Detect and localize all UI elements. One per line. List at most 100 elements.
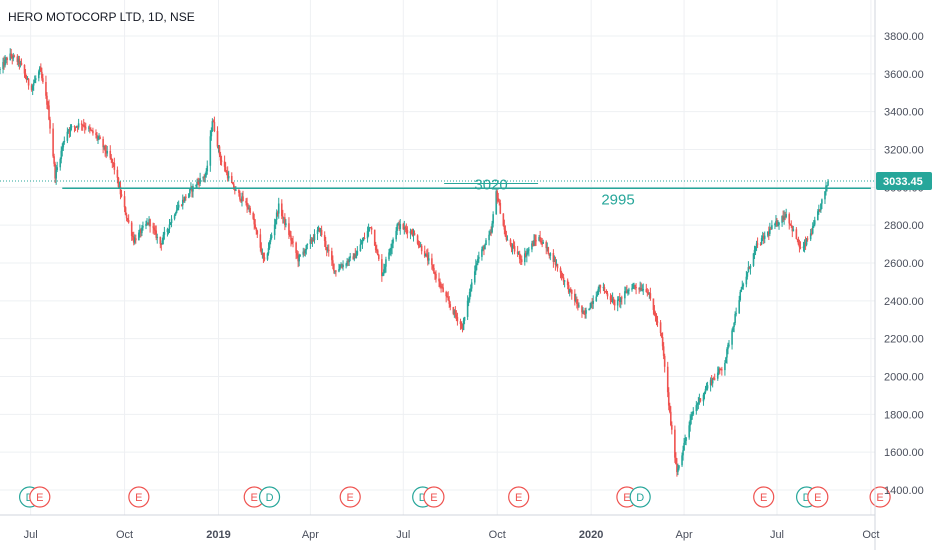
candle-body [219, 154, 222, 161]
candle-body [631, 288, 633, 290]
earnings-marker[interactable]: E [128, 486, 150, 508]
candle [566, 278, 569, 290]
candle-body [231, 182, 234, 185]
candle [5, 56, 7, 64]
candle [391, 239, 393, 255]
candle [112, 162, 115, 168]
candle-body [635, 287, 637, 289]
candle-body [90, 128, 92, 131]
candle [169, 222, 172, 226]
candle [797, 236, 800, 246]
price-axis[interactable]: 3800.003600.003400.003200.003000.002800.… [874, 0, 924, 550]
candle [631, 283, 633, 292]
candle [73, 125, 76, 133]
candle [659, 319, 662, 337]
candle-body [152, 226, 154, 228]
candle [263, 252, 266, 262]
y-tick-label: 2800.00 [884, 220, 924, 232]
candle-body [645, 289, 648, 293]
candle-body [783, 216, 785, 220]
candle [242, 190, 244, 202]
candle-body [625, 291, 627, 293]
candle [492, 211, 494, 228]
earnings-marker[interactable]: E [339, 486, 361, 508]
candle-body [532, 243, 534, 246]
candle-body [169, 223, 172, 225]
candle [304, 248, 307, 257]
candle [667, 387, 670, 411]
candle-body [678, 465, 680, 469]
time-axis[interactable]: Jul Oct 2019 Apr Jul Oct 2020 Apr Jul Oct [0, 514, 879, 541]
candle-body [490, 232, 492, 234]
candle [284, 213, 286, 231]
candle [219, 151, 222, 166]
candle-body [176, 207, 179, 211]
candle [70, 124, 73, 131]
candle-body [239, 192, 241, 200]
candle [11, 54, 14, 65]
candle-body [749, 265, 752, 269]
candle [47, 101, 49, 110]
marker-label: E [251, 492, 258, 504]
candle-body [367, 228, 370, 232]
candle-body [438, 278, 440, 282]
earnings-marker[interactable]: E [29, 486, 51, 508]
earnings-marker[interactable]: E [807, 486, 829, 508]
candle-body [61, 147, 64, 151]
candle [518, 250, 521, 264]
y-tick-label: 2000.00 [884, 372, 924, 384]
candle [4, 55, 6, 68]
candle-body [166, 229, 169, 232]
candle-body [511, 245, 514, 249]
candle [82, 118, 85, 128]
candle [105, 144, 107, 159]
candle [510, 242, 513, 253]
candle-body [491, 223, 493, 233]
candle [617, 296, 620, 301]
candle [75, 125, 78, 128]
candle [449, 301, 452, 311]
candle [438, 272, 440, 288]
earnings-marker[interactable]: E [508, 486, 530, 508]
candle-body [810, 233, 813, 235]
candle-body [513, 246, 516, 252]
candle-body [639, 287, 641, 290]
candle [546, 242, 549, 252]
horizontal-lines: 2995 3020 [62, 177, 871, 208]
candle-body [323, 235, 326, 241]
candle [277, 197, 280, 219]
candle [490, 226, 492, 237]
candle-body [775, 220, 777, 224]
candle-body [355, 254, 358, 259]
candle [671, 421, 673, 435]
candle-body [412, 232, 415, 236]
candle [470, 278, 473, 292]
candle-body [248, 207, 250, 209]
candle-body [37, 71, 40, 79]
candle [346, 257, 348, 267]
earnings-marker[interactable]: E [423, 486, 445, 508]
candle-body [619, 297, 622, 303]
candle-body [574, 293, 576, 302]
candle [713, 373, 716, 381]
earnings-marker[interactable]: E [753, 486, 775, 508]
candle [270, 232, 273, 240]
candle-body [84, 127, 87, 129]
candle-body [142, 225, 144, 228]
candle [348, 256, 350, 267]
dividend-marker[interactable]: D [258, 486, 281, 508]
candle [156, 233, 159, 244]
candle-body [442, 287, 444, 293]
candle [532, 240, 534, 247]
candle-body [510, 245, 513, 249]
candle [583, 310, 585, 315]
candle [497, 192, 500, 202]
candle-body [811, 226, 814, 234]
candle-body [134, 238, 137, 241]
dividend-marker[interactable]: D [629, 486, 651, 508]
candle [598, 284, 601, 292]
candle-body [456, 316, 459, 322]
candle-body [47, 104, 49, 106]
candle [652, 298, 655, 315]
